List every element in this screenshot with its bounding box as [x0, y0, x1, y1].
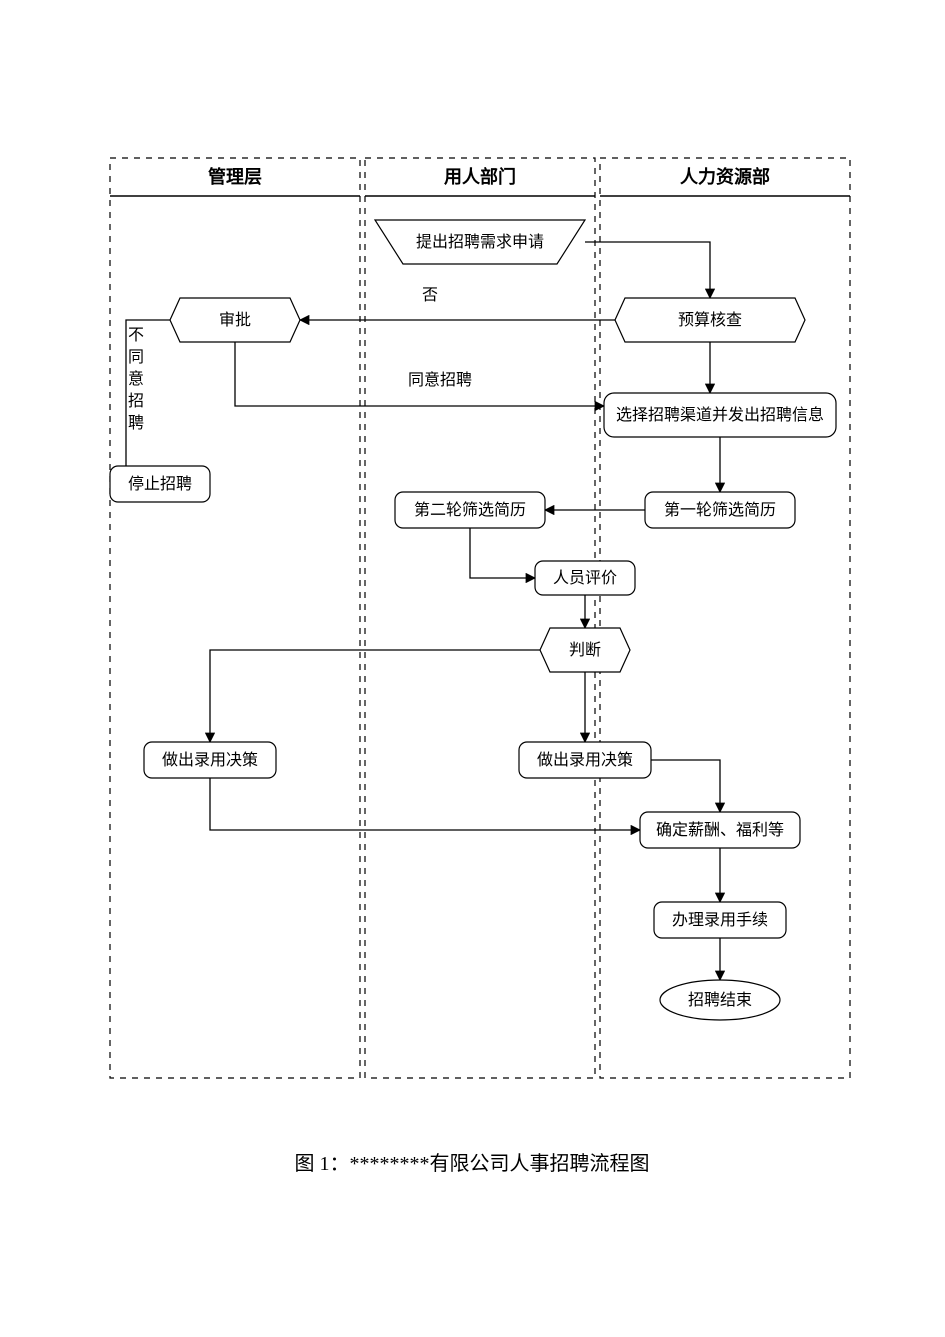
reject-label-char: 聘 — [128, 414, 144, 432]
node-screen1: 第一轮筛选简历 — [645, 492, 795, 528]
node-budget-label: 预算核查 — [678, 310, 742, 329]
node-decideL-label: 做出录用决策 — [162, 751, 258, 769]
node-stop: 停止招聘 — [110, 466, 210, 502]
reject-label-char: 不 — [128, 327, 144, 344]
node-screen1-label: 第一轮筛选简历 — [664, 500, 776, 519]
reject-label-char: 意 — [128, 369, 144, 388]
node-salary: 确定薪酬、福利等 — [640, 812, 800, 848]
swimlanes: 管理层 用人部门 人力资源部 — [110, 158, 850, 1078]
lane-mgmt-title: 管理层 — [208, 166, 262, 187]
node-request: 提出招聘需求申请 — [375, 220, 585, 264]
e-budget-approve-label: 否 — [422, 287, 438, 304]
node-paperwork: 办理录用手续 — [654, 902, 786, 938]
e-request-budget — [585, 242, 710, 298]
e-judge-decL — [210, 650, 540, 742]
lane-dept-title: 用人部门 — [444, 166, 516, 187]
node-end: 招聘结束 — [660, 980, 780, 1020]
e-decR-salary — [651, 760, 720, 812]
node-screen2-label: 第二轮筛选简历 — [414, 500, 526, 519]
node-decideR-label: 做出录用决策 — [537, 751, 633, 769]
lane-dept: 用人部门 — [365, 158, 595, 1078]
node-budget: 预算核查 — [615, 298, 805, 342]
edges — [126, 242, 720, 980]
nodes: 提出招聘需求申请预算核查 审批停止招聘 选择招聘渠道并发出招聘信息第一轮筛选简历 第二… — [110, 220, 836, 1020]
node-channel: 选择招聘渠道并发出招聘信息 — [604, 393, 836, 437]
vertical-label: 不同意招聘 — [128, 327, 144, 432]
node-approve: 审批 — [170, 298, 300, 342]
figure-caption: 图 1：********有限公司人事招聘流程图 — [295, 1152, 650, 1175]
node-evaluate: 人员评价 — [535, 561, 635, 595]
lane-hr-title: 人力资源部 — [680, 166, 770, 187]
e-approve-channel-label: 同意招聘 — [408, 370, 472, 389]
node-end-label: 招聘结束 — [688, 991, 752, 1009]
node-judge-label: 判断 — [569, 641, 601, 659]
node-evaluate-label: 人员评价 — [553, 569, 617, 587]
lane-mgmt: 管理层 — [110, 158, 360, 1078]
e-decL-salary — [210, 778, 640, 830]
node-paperwork-label: 办理录用手续 — [672, 911, 768, 929]
node-judge: 判断 — [540, 628, 630, 672]
lane-hr: 人力资源部 — [600, 158, 850, 1078]
node-channel-label: 选择招聘渠道并发出招聘信息 — [616, 406, 824, 424]
e-screen2-eval — [470, 528, 535, 578]
edge-labels: 否同意招聘 — [408, 287, 472, 389]
node-screen2: 第二轮筛选简历 — [395, 492, 545, 528]
node-stop-label: 停止招聘 — [128, 475, 192, 493]
node-decideL: 做出录用决策 — [144, 742, 276, 778]
node-decideR: 做出录用决策 — [519, 742, 651, 778]
node-salary-label: 确定薪酬、福利等 — [656, 821, 784, 839]
node-request-label: 提出招聘需求申请 — [416, 233, 544, 251]
node-approve-label: 审批 — [219, 311, 251, 329]
reject-label-char: 同 — [128, 349, 144, 366]
reject-label-char: 招 — [128, 392, 144, 410]
